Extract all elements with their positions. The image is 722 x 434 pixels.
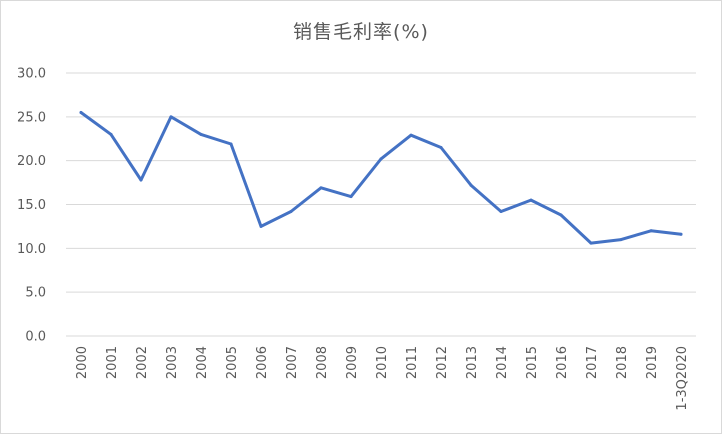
x-tick-label: 2011 [405, 346, 420, 379]
data-point [79, 110, 83, 114]
x-tick-label: 2001 [105, 346, 120, 379]
y-tick-label: 20.0 [17, 154, 46, 169]
data-point [589, 241, 593, 245]
x-tick-label: 2014 [495, 346, 510, 379]
data-point [679, 232, 683, 236]
y-tick-label: 0.0 [25, 330, 46, 345]
x-tick-label: 2009 [345, 346, 360, 379]
data-point [439, 146, 443, 150]
series-line [79, 111, 683, 245]
x-tick-label: 2016 [555, 346, 570, 379]
data-point [139, 178, 143, 182]
x-tick-label: 2002 [135, 346, 150, 379]
x-tick-label: 2019 [645, 346, 660, 379]
x-tick-label: 2000 [75, 346, 90, 379]
data-point [259, 224, 263, 228]
data-point [199, 132, 203, 136]
data-point [319, 186, 323, 190]
x-tick-label: 2007 [285, 346, 300, 379]
data-point [109, 132, 113, 136]
y-axis-ticks: 0.0 5.0 10.0 15.0 20.0 25.0 30.0 [17, 67, 46, 345]
x-tick-label: 2010 [375, 346, 390, 379]
x-axis-ticks: 2000 2001 2002 2003 2004 2005 2006 2007 2008 2009… [75, 346, 690, 411]
x-tick-label: 2012 [435, 346, 450, 379]
data-point [469, 183, 473, 187]
y-tick-label: 15.0 [17, 198, 46, 213]
x-tick-label: 2018 [615, 346, 630, 379]
x-tick-label: 2008 [315, 346, 330, 379]
x-tick-label: 2005 [225, 346, 240, 379]
data-point [289, 210, 293, 214]
y-tick-label: 10.0 [17, 242, 46, 257]
data-point [619, 238, 623, 242]
series-layer [79, 110, 683, 245]
x-tick-label: 2017 [585, 346, 600, 379]
data-point [409, 133, 413, 137]
x-tick-label: 2015 [525, 346, 540, 379]
data-point [559, 213, 563, 217]
data-point [379, 157, 383, 161]
x-tick-label: 2004 [195, 346, 210, 379]
x-tick-label: 2003 [165, 346, 180, 379]
data-point [499, 210, 503, 214]
data-point [349, 195, 353, 199]
x-tick-label: 2013 [465, 346, 480, 379]
data-point [169, 115, 173, 119]
data-point [229, 142, 233, 146]
chart-title: 销售毛利率(%) [293, 21, 429, 43]
y-tick-label: 25.0 [17, 110, 46, 125]
y-tick-label: 30.0 [17, 67, 46, 82]
x-tick-label: 2006 [255, 346, 270, 379]
data-point [649, 229, 653, 233]
gridlines [66, 72, 696, 337]
data-point [529, 198, 533, 202]
x-tick-label: 1-3Q2020 [675, 346, 690, 411]
y-tick-label: 5.0 [25, 286, 46, 301]
